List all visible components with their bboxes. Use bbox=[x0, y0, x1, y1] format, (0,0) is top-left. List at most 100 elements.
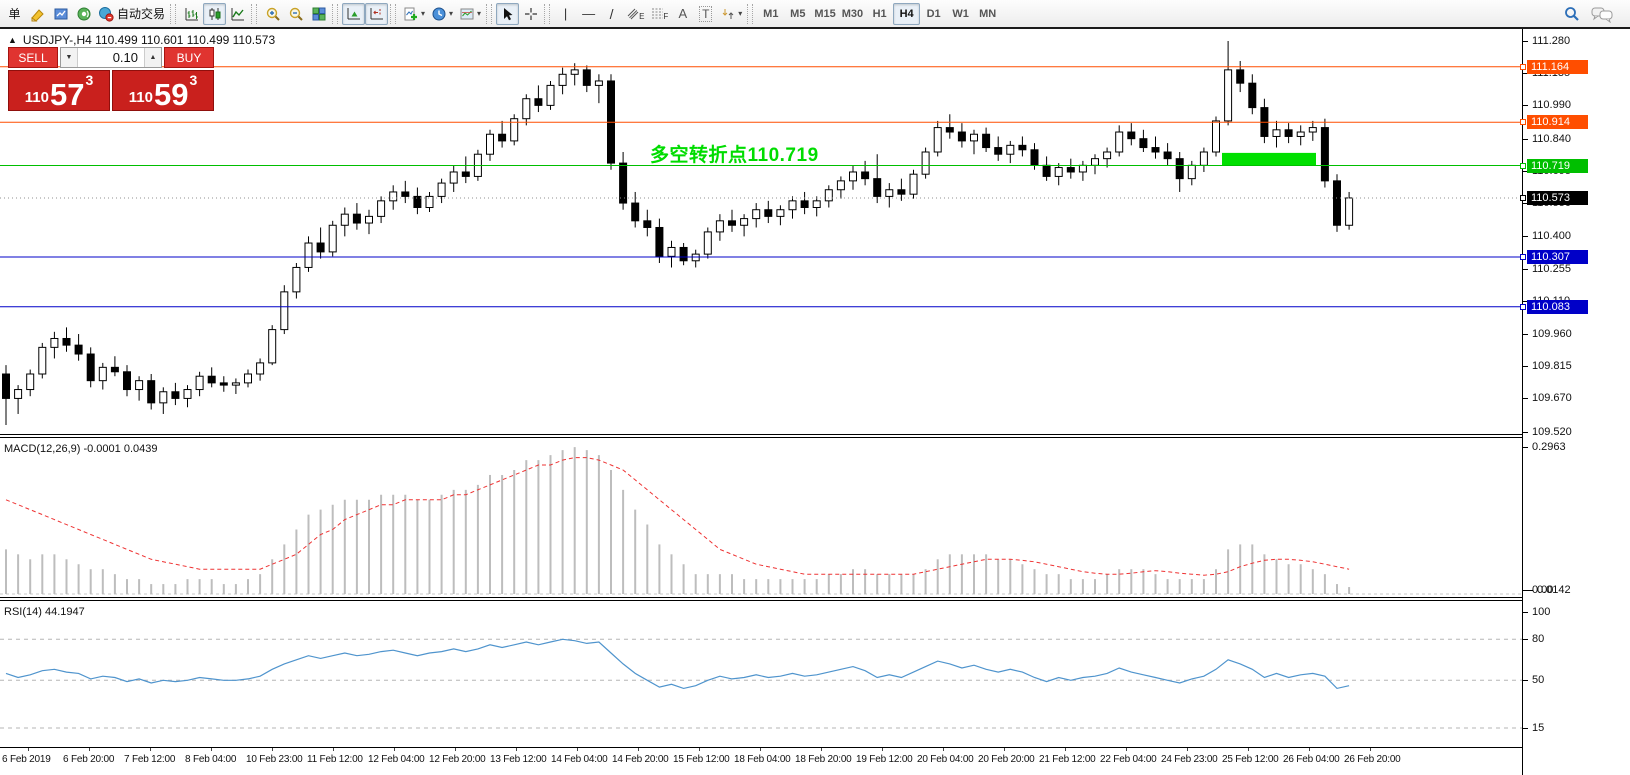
crosshair-icon bbox=[524, 7, 537, 20]
candle-body bbox=[1199, 151, 1208, 166]
time-tick-mark bbox=[821, 748, 822, 751]
timeframe-m1-button[interactable]: M1 bbox=[763, 7, 779, 20]
sell-button[interactable]: SELL bbox=[8, 47, 58, 68]
label-tool-button[interactable]: T bbox=[694, 3, 717, 25]
candle-body bbox=[631, 202, 640, 222]
price-tick: 111.280 bbox=[1522, 35, 1571, 47]
bar-chart-button[interactable] bbox=[180, 3, 203, 25]
zoom-out-button[interactable] bbox=[284, 3, 307, 25]
candle-body bbox=[1212, 120, 1220, 153]
chart-annotation-text: 多空转折点110.719 bbox=[650, 145, 819, 166]
buy-button[interactable]: BUY bbox=[164, 47, 214, 68]
candle-body bbox=[921, 151, 930, 175]
candle-body bbox=[534, 98, 543, 106]
candle-body bbox=[1066, 167, 1075, 173]
price-axis[interactable]: 111.280111.135110.990110.840110.695110.5… bbox=[1520, 29, 1630, 775]
time-label: 12 Feb 20:00 bbox=[429, 754, 486, 765]
candle-body bbox=[135, 380, 144, 391]
spinner-up-icon: ▲ bbox=[149, 54, 157, 61]
candle-body bbox=[1078, 164, 1087, 173]
time-label: 14 Feb 04:00 bbox=[551, 754, 608, 765]
timeframe-m5-button[interactable]: M5 bbox=[790, 7, 806, 20]
pivot-zone-rectangle[interactable] bbox=[1222, 152, 1316, 166]
zoom-in-button[interactable] bbox=[261, 3, 284, 25]
candle-body bbox=[994, 147, 1003, 155]
candle-body bbox=[546, 84, 555, 106]
templates-button[interactable]: ▾ bbox=[456, 3, 484, 25]
candle-body bbox=[788, 200, 797, 211]
volume-increase-button[interactable]: ▲ bbox=[144, 48, 161, 67]
candle-body bbox=[1054, 167, 1063, 177]
channel-label: E bbox=[639, 12, 645, 21]
pane-separator[interactable] bbox=[0, 597, 1630, 601]
pane-separator[interactable] bbox=[0, 434, 1630, 438]
chart-info-expander-icon[interactable]: ▲ bbox=[8, 35, 17, 45]
price-tick: 110.840 bbox=[1523, 132, 1571, 145]
profiles-button[interactable] bbox=[26, 3, 49, 25]
time-tick-mark bbox=[1126, 748, 1127, 751]
cursor-button[interactable] bbox=[496, 2, 520, 25]
zoom-out-icon bbox=[289, 7, 303, 21]
text-tool-button[interactable]: A bbox=[671, 3, 694, 25]
terminal-button[interactable] bbox=[49, 3, 72, 25]
candle-body bbox=[1163, 151, 1172, 160]
candle-body bbox=[764, 209, 773, 217]
rsi-pane[interactable] bbox=[0, 601, 1522, 747]
time-axis[interactable]: 6 Feb 2019 6 Feb 20:00 7 Feb 12:00 8 Feb 04… bbox=[0, 747, 1630, 775]
autotrading-button[interactable]: 自动交易 bbox=[95, 3, 168, 25]
fibonacci-button[interactable]: F bbox=[647, 3, 671, 25]
time-tick-mark bbox=[28, 748, 29, 751]
chart-shift-button[interactable] bbox=[365, 2, 389, 25]
candle-body bbox=[885, 189, 894, 197]
buy-price-big: 59 bbox=[153, 76, 189, 112]
chat-icon[interactable] bbox=[1591, 5, 1613, 23]
time-tick-mark bbox=[760, 748, 761, 751]
candle-body bbox=[619, 162, 628, 204]
arrows-tool-button[interactable]: ▾ bbox=[717, 3, 745, 25]
candle-body bbox=[2, 373, 10, 399]
chart-window[interactable]: MACD(12,26,9) -0.0001 0.0439 RSI(14) 44.… bbox=[0, 29, 1630, 775]
indicators-button[interactable]: ▾ bbox=[400, 3, 428, 25]
timeframe-m30-button[interactable]: M30 bbox=[841, 7, 864, 20]
periods-button[interactable]: ▾ bbox=[428, 3, 456, 25]
timeframe-h1-button[interactable]: H1 bbox=[872, 7, 887, 20]
strategy-tester-button[interactable] bbox=[72, 3, 95, 25]
vertical-line-button[interactable]: | bbox=[554, 3, 577, 25]
line-chart-button[interactable] bbox=[226, 3, 249, 25]
time-tick-mark bbox=[1309, 748, 1310, 751]
volume-decrease-button[interactable]: ▼ bbox=[61, 48, 78, 67]
buy-price-display[interactable]: 110 59 3 bbox=[112, 70, 214, 111]
auto-scroll-button[interactable] bbox=[342, 2, 366, 25]
time-tick-mark bbox=[516, 748, 517, 751]
candle-body bbox=[897, 189, 906, 195]
timeframe-d1-button[interactable]: D1 bbox=[926, 7, 941, 20]
timeframe-mn-button[interactable]: MN bbox=[979, 7, 997, 20]
candle-body bbox=[498, 133, 507, 142]
search-icon[interactable] bbox=[1563, 5, 1581, 23]
price-tick: 109.670 bbox=[1523, 392, 1572, 405]
new-order-button[interactable]: 单 bbox=[3, 3, 26, 25]
price-tick: 110.990 bbox=[1523, 99, 1571, 112]
candle-body bbox=[1236, 69, 1245, 84]
candle-body bbox=[582, 69, 591, 86]
tile-windows-button[interactable] bbox=[307, 3, 330, 25]
horizontal-line-button[interactable]: — bbox=[577, 3, 600, 25]
candle-body bbox=[98, 366, 107, 382]
candle-body bbox=[256, 362, 265, 375]
candle-body bbox=[389, 191, 398, 202]
main-price-pane[interactable] bbox=[0, 29, 1522, 434]
trendline-button[interactable]: / bbox=[600, 3, 623, 25]
timeframe-m15-button[interactable]: M15 bbox=[814, 7, 836, 20]
time-tick-mark bbox=[455, 748, 456, 751]
timeframe-w1-button[interactable]: W1 bbox=[952, 7, 969, 20]
volume-input[interactable]: 0.10 bbox=[112, 50, 138, 65]
candlestick-chart-button[interactable] bbox=[203, 2, 227, 25]
macd-pane[interactable] bbox=[0, 438, 1522, 597]
time-tick-mark bbox=[272, 748, 273, 751]
sell-price-display[interactable]: 110 57 3 bbox=[8, 70, 110, 111]
timeframe-h4-button[interactable]: H4 bbox=[893, 2, 921, 25]
channel-button[interactable]: E bbox=[623, 3, 647, 25]
macd-current-tick: 0.0142 bbox=[1528, 584, 1571, 596]
crosshair-button[interactable] bbox=[519, 3, 542, 25]
candle-body bbox=[1006, 144, 1015, 155]
